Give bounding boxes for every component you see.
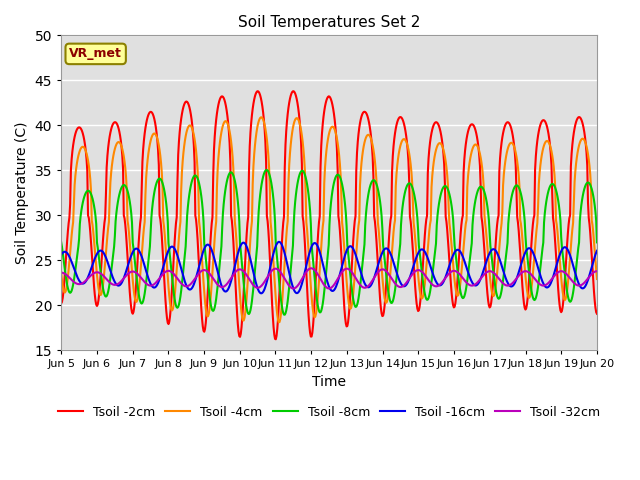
Tsoil -4cm: [275, 319, 283, 325]
Line: Tsoil -4cm: Tsoil -4cm: [61, 117, 597, 322]
Tsoil -16cm: [122, 269, 130, 275]
Line: Tsoil -32cm: Tsoil -32cm: [61, 268, 597, 288]
Tsoil -8cm: [177, 294, 184, 300]
Tsoil -32cm: [177, 280, 184, 286]
Tsoil -4cm: [58, 270, 65, 276]
Line: Tsoil -2cm: Tsoil -2cm: [61, 91, 597, 339]
Tsoil -2cm: [396, 115, 403, 120]
Tsoil -8cm: [593, 240, 601, 245]
Tsoil -16cm: [257, 290, 265, 296]
Tsoil -2cm: [122, 231, 130, 237]
Tsoil -8cm: [396, 247, 403, 253]
Tsoil -32cm: [122, 273, 130, 278]
Tsoil -4cm: [396, 147, 403, 153]
Text: VR_met: VR_met: [69, 48, 122, 60]
Tsoil -2cm: [67, 168, 75, 173]
Tsoil -4cm: [412, 235, 419, 240]
Tsoil -32cm: [290, 286, 298, 291]
Tsoil -32cm: [67, 276, 75, 282]
Tsoil -8cm: [58, 240, 65, 245]
Tsoil -2cm: [272, 336, 280, 342]
Tsoil -16cm: [396, 278, 403, 284]
Tsoil -32cm: [205, 270, 212, 276]
Tsoil -8cm: [67, 289, 75, 295]
Tsoil -16cm: [412, 258, 419, 264]
Tsoil -8cm: [412, 196, 419, 202]
Tsoil -4cm: [205, 311, 212, 317]
Tsoil -8cm: [263, 167, 271, 173]
X-axis label: Time: Time: [312, 375, 346, 389]
Tsoil -16cm: [177, 263, 184, 269]
Tsoil -2cm: [205, 271, 212, 277]
Tsoil -32cm: [58, 270, 65, 276]
Title: Soil Temperatures Set 2: Soil Temperatures Set 2: [238, 15, 420, 30]
Tsoil -4cm: [257, 114, 265, 120]
Tsoil -32cm: [593, 268, 601, 274]
Line: Tsoil -8cm: Tsoil -8cm: [61, 170, 597, 315]
Tsoil -16cm: [58, 252, 65, 258]
Tsoil -32cm: [396, 284, 403, 290]
Tsoil -2cm: [593, 311, 601, 317]
Tsoil -8cm: [122, 184, 130, 190]
Tsoil -8cm: [205, 287, 212, 292]
Tsoil -16cm: [67, 257, 75, 263]
Y-axis label: Soil Temperature (C): Soil Temperature (C): [15, 121, 29, 264]
Tsoil -2cm: [412, 283, 419, 289]
Tsoil -4cm: [177, 219, 184, 225]
Tsoil -16cm: [275, 239, 283, 245]
Tsoil -8cm: [281, 312, 289, 318]
Tsoil -4cm: [593, 276, 601, 282]
Tsoil -32cm: [412, 268, 419, 274]
Tsoil -32cm: [308, 265, 316, 271]
Legend: Tsoil -2cm, Tsoil -4cm, Tsoil -8cm, Tsoil -16cm, Tsoil -32cm: Tsoil -2cm, Tsoil -4cm, Tsoil -8cm, Tsoi…: [53, 401, 605, 424]
Line: Tsoil -16cm: Tsoil -16cm: [61, 242, 597, 293]
Tsoil -16cm: [593, 248, 601, 253]
Tsoil -2cm: [254, 88, 262, 94]
Tsoil -2cm: [58, 300, 65, 306]
Tsoil -4cm: [122, 174, 130, 180]
Tsoil -4cm: [67, 241, 75, 247]
Tsoil -16cm: [205, 242, 212, 248]
Tsoil -2cm: [177, 122, 184, 128]
